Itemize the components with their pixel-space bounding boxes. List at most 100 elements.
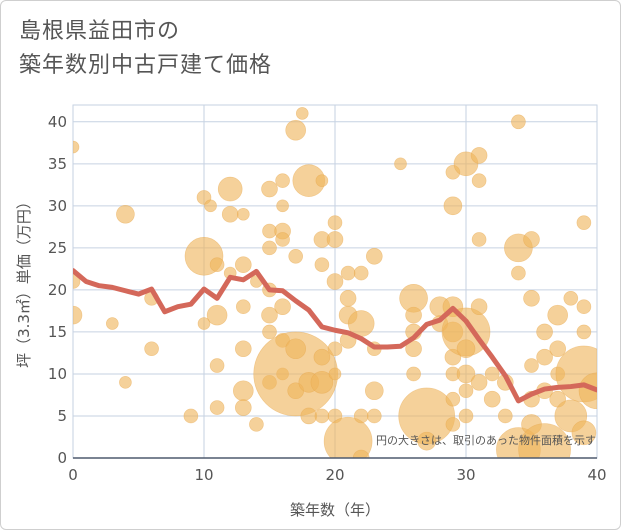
bubble [576,299,592,315]
bubble [274,298,291,316]
y-tick-label: 10 [48,365,67,383]
bubble [249,417,264,432]
bubble [576,215,592,230]
y-tick-labels: 0 5 10 15 20 25 30 35 40 [48,113,67,467]
bubble [352,449,370,458]
bubble [236,299,251,315]
bubble [571,420,597,446]
chart-title: 島根県益田市の 築年数別中古戸建て価格 [19,15,272,83]
bubble [119,376,132,389]
bubble [285,119,307,141]
bubble [237,207,250,221]
bubble [394,157,407,171]
bubble [470,298,488,316]
bubble [323,416,373,458]
bubble [327,341,343,357]
bubble [275,173,290,188]
bubble [470,147,488,164]
x-tick-labels: 0 10 20 30 40 [68,466,606,484]
bubble [314,408,330,424]
bubble [295,107,309,120]
bubble [310,371,334,394]
bubble [518,423,571,458]
bubble [353,265,369,281]
bubble [261,306,278,324]
bubble [458,408,474,424]
bubble [483,390,501,408]
bubble [276,199,289,213]
bubble [206,304,228,326]
trend-line [73,268,597,404]
bubble [417,431,437,451]
bubble [471,232,487,247]
bubble [73,140,80,154]
bubble [536,323,553,341]
bubble [456,364,476,384]
x-axis-title: 築年数（年） [290,501,380,519]
bubble [511,265,526,281]
bubble [314,257,330,272]
y-tick-label: 15 [48,323,67,341]
x-tick-label: 20 [325,466,344,484]
bubble [443,196,463,216]
bubble [365,247,383,265]
bubble [106,317,119,330]
x-tick-label: 0 [68,466,78,484]
bubble [445,391,461,407]
bubble [204,199,217,213]
bubble [576,324,592,340]
bubble [406,366,421,382]
bubble [209,358,225,373]
bubble [261,180,278,198]
y-tick-label: 5 [57,407,67,425]
bubble [116,204,135,224]
bubble [523,231,540,248]
y-tick-label: 20 [48,281,67,299]
bubble [536,348,553,366]
bubble [183,408,199,424]
y-tick-label: 25 [48,239,67,257]
bubble [235,340,252,358]
bubble [313,348,331,366]
bubble [328,367,342,381]
bubble [327,215,343,230]
y-axis-title: 坪（3.3㎡）単価（万円） [15,194,33,368]
bubble [209,400,225,415]
bubble [221,205,239,223]
bubble [326,273,344,290]
bubble [511,114,526,130]
bubble [262,324,277,340]
bubble-size-note: 円の大きさは、取引のあった物件面積を示す [376,433,596,447]
bubble [549,340,567,358]
bubble [233,380,254,402]
bubble [217,176,243,202]
bubble [339,290,357,307]
bubble [144,341,159,357]
bubble [288,248,304,264]
bubble [235,256,252,273]
trend-line-layer [73,268,597,404]
bubble [315,174,329,187]
bubble [470,374,488,391]
chart-title-line1: 島根県益田市の [19,19,181,44]
bubble [275,232,290,247]
bubble [563,291,579,306]
bubble [364,381,384,401]
x-tick-label: 40 [587,466,606,484]
bubble [262,240,277,256]
x-tick-label: 10 [194,466,213,484]
bubble [353,408,369,424]
bubble [235,399,252,416]
y-tick-label: 30 [48,197,67,215]
bubble [73,305,83,325]
bubble [340,265,356,281]
bubble [405,306,422,324]
bubble [471,173,487,188]
bubble [497,408,513,424]
x-tick-label: 30 [456,466,475,484]
chart-title-line2: 築年数別中古戸建て価格 [19,53,273,78]
bubble [209,257,225,272]
bubble [456,339,476,359]
